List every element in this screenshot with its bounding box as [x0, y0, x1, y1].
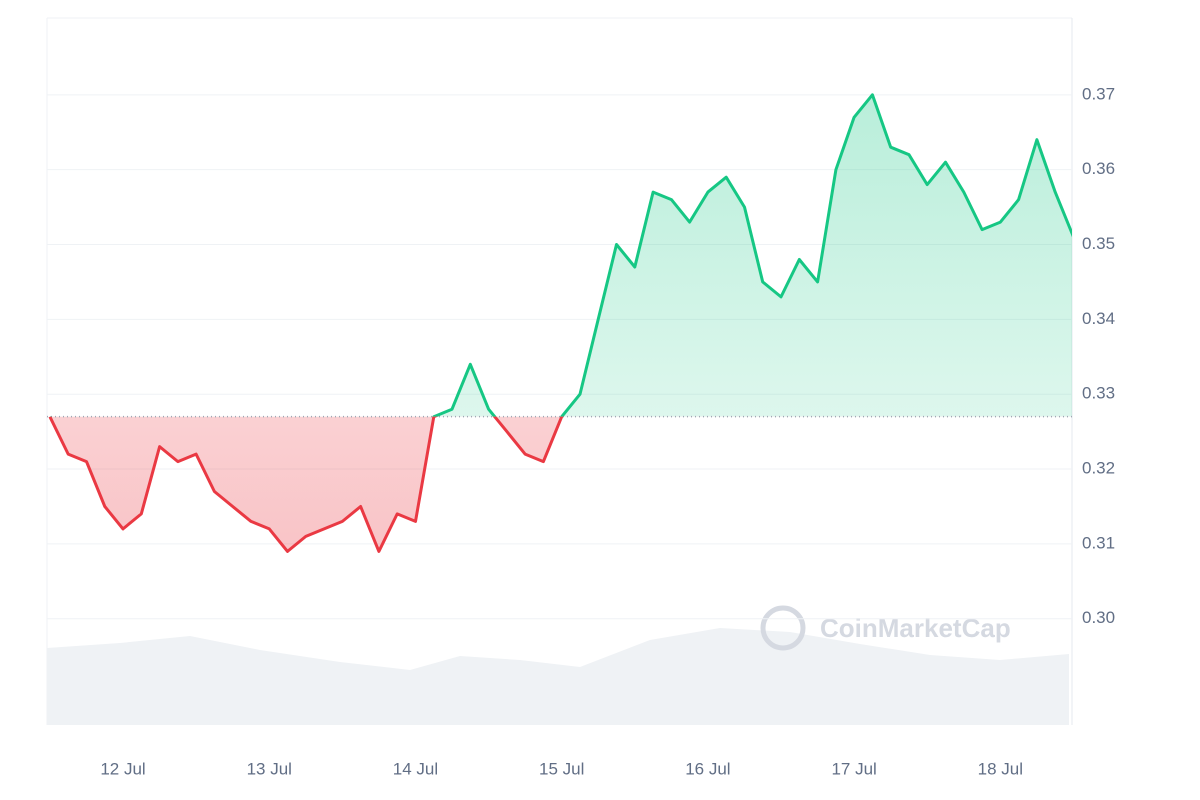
- y-tick-label: 0.36: [1082, 159, 1115, 178]
- x-tick-label: 12 Jul: [100, 759, 145, 778]
- x-tick-label: 13 Jul: [247, 759, 292, 778]
- y-tick-label: 0.37: [1082, 84, 1115, 103]
- x-tick-label: 17 Jul: [831, 759, 876, 778]
- y-tick-label: 0.34: [1082, 309, 1115, 328]
- x-tick-label: 18 Jul: [978, 759, 1023, 778]
- watermark-text: CoinMarketCap: [820, 613, 1011, 643]
- watermark: CoinMarketCap: [760, 605, 1011, 651]
- x-tick-label: 15 Jul: [539, 759, 584, 778]
- y-tick-label: 0.32: [1082, 459, 1115, 478]
- y-tick-label: 0.31: [1082, 533, 1115, 552]
- area-up: [49, 94, 1072, 417]
- watermark-logo: [760, 605, 806, 651]
- x-tick-label: 14 Jul: [393, 759, 438, 778]
- volume-area: [47, 628, 1069, 725]
- y-tick-label: 0.33: [1082, 384, 1115, 403]
- y-tick-label: 0.30: [1082, 608, 1115, 627]
- price-line-up: [49, 93, 1072, 417]
- area-down: [49, 416, 562, 552]
- x-tick-label: 16 Jul: [685, 759, 730, 778]
- y-tick-label: 0.35: [1082, 234, 1115, 253]
- price-line-down: [48, 416, 564, 553]
